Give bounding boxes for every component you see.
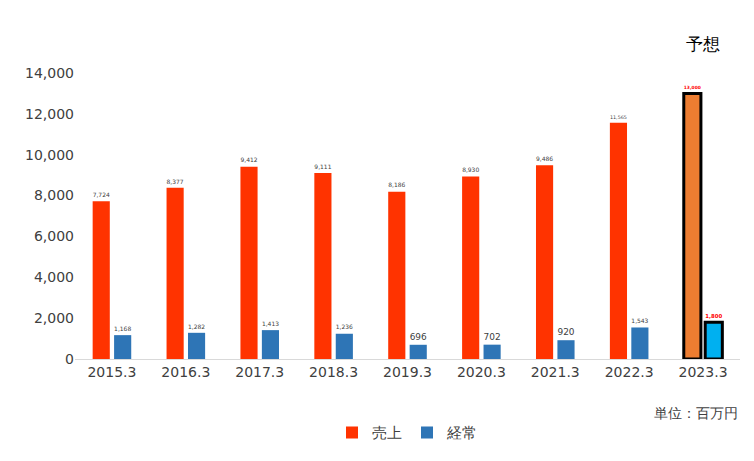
svg-text:9,412: 9,412 <box>240 156 257 163</box>
svg-text:2017.3: 2017.3 <box>235 364 284 380</box>
svg-text:2020.3: 2020.3 <box>457 364 506 380</box>
svg-text:1,800: 1,800 <box>705 313 722 319</box>
svg-text:9,111: 9,111 <box>314 163 331 170</box>
svg-text:6,000: 6,000 <box>34 228 74 244</box>
svg-text:2018.3: 2018.3 <box>309 364 358 380</box>
svg-text:0: 0 <box>65 351 74 367</box>
svg-text:2015.3: 2015.3 <box>87 364 136 380</box>
svg-text:単位：百万円: 単位：百万円 <box>654 405 738 421</box>
svg-text:1,236: 1,236 <box>336 323 353 330</box>
svg-text:2019.3: 2019.3 <box>383 364 432 380</box>
svg-text:13,000: 13,000 <box>684 85 701 90</box>
svg-text:696: 696 <box>410 332 427 342</box>
svg-text:1,168: 1,168 <box>114 325 131 332</box>
svg-text:8,186: 8,186 <box>388 181 405 188</box>
svg-text:2022.3: 2022.3 <box>605 364 654 380</box>
svg-text:12,000: 12,000 <box>25 106 74 122</box>
svg-text:8,930: 8,930 <box>462 166 479 173</box>
svg-text:4,000: 4,000 <box>34 269 74 285</box>
svg-text:8,000: 8,000 <box>34 187 74 203</box>
svg-text:7,724: 7,724 <box>93 191 110 198</box>
svg-text:702: 702 <box>484 332 501 342</box>
svg-text:920: 920 <box>557 327 574 337</box>
svg-text:予想: 予想 <box>686 34 720 54</box>
svg-text:10,000: 10,000 <box>25 147 74 163</box>
svg-text:1,413: 1,413 <box>262 320 279 327</box>
svg-text:9,486: 9,486 <box>536 155 553 162</box>
svg-text:経常: 経常 <box>446 424 477 442</box>
svg-text:8,377: 8,377 <box>167 178 184 185</box>
svg-text:2021.3: 2021.3 <box>531 364 580 380</box>
svg-text:2016.3: 2016.3 <box>161 364 210 380</box>
svg-text:1,282: 1,282 <box>188 323 205 330</box>
svg-text:1,543: 1,543 <box>631 317 648 324</box>
svg-text:2,000: 2,000 <box>34 310 74 326</box>
svg-text:11,565: 11,565 <box>610 114 627 120</box>
svg-text:売上: 売上 <box>372 424 402 442</box>
svg-text:14,000: 14,000 <box>25 65 74 81</box>
svg-text:2023.3: 2023.3 <box>679 364 728 380</box>
